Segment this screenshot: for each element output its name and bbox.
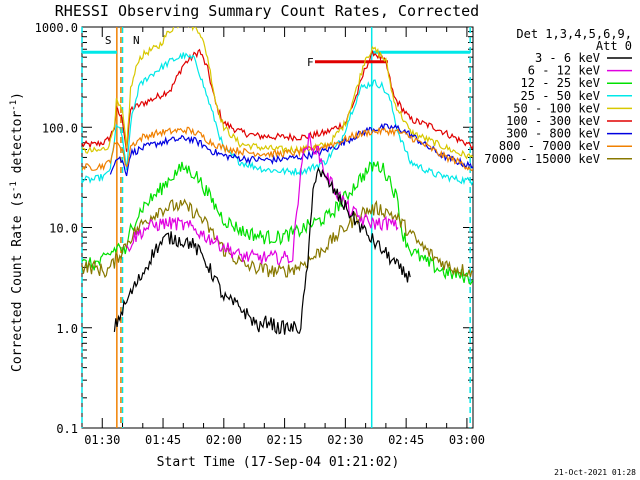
x-tick-label: 01:30 (84, 433, 120, 447)
annotation-f: F (307, 56, 314, 69)
legend-label: 300 - 800 keV (506, 127, 600, 141)
legend-label: 100 - 300 keV (506, 114, 600, 128)
x-tick-label: 02:30 (327, 433, 363, 447)
y-tick-label: 1000.0 (35, 21, 78, 35)
legend-label: 25 - 50 keV (521, 89, 600, 103)
legend-label: 12 - 25 keV (521, 76, 600, 90)
y-label-part-1: Corrected Count Rate (s (10, 192, 25, 372)
y-label-sup-2: -1 (9, 100, 19, 111)
series-line (126, 133, 399, 266)
y-tick-label: 10.0 (49, 222, 78, 236)
x-tick-label: 02:00 (206, 433, 242, 447)
annotation-s: S (105, 34, 112, 47)
series-group (82, 27, 473, 335)
legend-header-2: Att 0 (596, 39, 632, 53)
y-tick-label: 0.1 (56, 422, 78, 436)
plot-frame (81, 26, 474, 429)
series-line (82, 161, 473, 286)
y-tick-label: 1.0 (56, 322, 78, 336)
legend-label: 800 - 7000 keV (499, 139, 600, 153)
legend-header-1: Det 1,3,4,5,6,9, (516, 27, 632, 41)
y-axis-label: Corrected Count Rate (s-1 detector-1) (9, 92, 25, 372)
series-line (82, 27, 473, 160)
y-axis: 1000.0 100.0 10.0 1.0 0.1 (35, 21, 473, 436)
legend-label: 50 - 100 keV (513, 101, 600, 115)
y-label-part-3: ) (10, 92, 25, 100)
x-axis: 01:30 01:45 02:00 02:15 02:30 02:45 03:00 (81, 27, 485, 447)
x-tick-label: 03:00 (449, 433, 485, 447)
legend-label: 3 - 6 keV (535, 51, 600, 65)
x-tick-label: 02:15 (267, 433, 303, 447)
series-line (82, 48, 473, 152)
y-label-sup-1: -1 (9, 181, 19, 192)
plot-area (81, 26, 474, 429)
series-line (113, 166, 411, 335)
x-tick-label: 01:45 (145, 433, 181, 447)
chart-title: RHESSI Observing Summary Count Rates, Co… (55, 2, 479, 20)
annotation-n: N (133, 34, 140, 47)
y-label-part-2: detector (10, 111, 25, 182)
legend-label: 7000 - 15000 keV (484, 152, 600, 166)
footer-date: 21-Oct-2021 01:28 (554, 468, 636, 477)
x-axis-label: Start Time (17-Sep-04 01:21:02) (157, 455, 400, 470)
y-tick-label: 100.0 (42, 121, 78, 135)
series-line (82, 198, 473, 279)
series-line (82, 126, 473, 172)
series-line (109, 123, 473, 177)
x-tick-label: 02:45 (388, 433, 424, 447)
series-line (82, 52, 473, 186)
legend-label: 6 - 12 keV (528, 64, 600, 78)
observing-markers: S N F (81, 27, 471, 428)
